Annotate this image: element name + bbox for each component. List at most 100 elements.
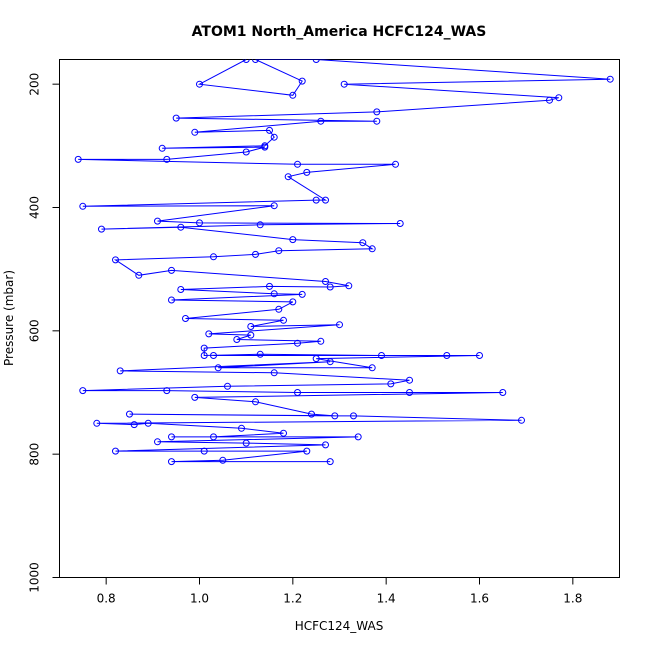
- data-point: [378, 352, 385, 359]
- data-point: [340, 80, 348, 88]
- data-point: [74, 155, 82, 163]
- data-point: [322, 196, 329, 204]
- x-tick-label: 1.2: [283, 592, 302, 606]
- data-point: [298, 77, 306, 85]
- data-point: [210, 433, 217, 441]
- data-point: [443, 352, 451, 359]
- data-point: [289, 298, 297, 306]
- data-point: [303, 447, 311, 455]
- data-point: [196, 80, 203, 88]
- y-tick-label: 200: [28, 73, 42, 96]
- x-axis: 0.8 1.0 1.2 1.4 1.6 1.8: [97, 577, 582, 606]
- data-point: [219, 456, 227, 464]
- data-point: [98, 225, 105, 233]
- data-point: [130, 421, 138, 429]
- data-point: [168, 266, 175, 274]
- data-point: [280, 316, 287, 324]
- data-point: [210, 352, 217, 359]
- data-point: [392, 160, 399, 168]
- data-point: [294, 339, 301, 347]
- data-point: [191, 128, 199, 136]
- data-point: [158, 144, 166, 152]
- x-tick-label: 1.8: [563, 592, 582, 606]
- data-point: [112, 447, 119, 455]
- data-point: [270, 202, 278, 210]
- data-point: [252, 59, 259, 63]
- data-point: [312, 59, 320, 63]
- data-point: [196, 219, 203, 227]
- data-point: [350, 412, 357, 420]
- data-point: [336, 321, 343, 329]
- data-point: [289, 236, 297, 244]
- y-tick-label: 400: [28, 196, 42, 219]
- data-point: [368, 364, 376, 372]
- y-tick-label: 800: [28, 443, 42, 466]
- data-point: [555, 94, 563, 102]
- data-point: [79, 387, 87, 395]
- data-point: [247, 323, 255, 330]
- x-tick-label: 1.6: [470, 592, 489, 606]
- data-point: [135, 271, 143, 279]
- data-point: [144, 419, 152, 427]
- y-axis-label: Pressure (mbar): [2, 270, 16, 366]
- data-point: [177, 223, 185, 231]
- data-point: [499, 389, 507, 396]
- data-point: [294, 389, 301, 396]
- data-point: [373, 117, 381, 125]
- data-point: [182, 315, 189, 322]
- data-point: [289, 91, 297, 99]
- data-point: [247, 331, 255, 339]
- data-point: [317, 337, 325, 345]
- data-point: [322, 278, 329, 285]
- x-tick-label: 1.0: [190, 592, 209, 606]
- data-point: [168, 433, 175, 441]
- data-point: [200, 344, 208, 352]
- data-point: [168, 296, 175, 304]
- data-point: [205, 330, 213, 338]
- data-point: [93, 419, 101, 427]
- data-point: [546, 96, 553, 104]
- data-point: [387, 380, 395, 388]
- plot-frame: [59, 59, 620, 578]
- data-point: [322, 441, 329, 449]
- data-point: [242, 439, 250, 447]
- data-point: [308, 410, 315, 418]
- data-point: [298, 290, 306, 298]
- chart-title: ATOM1 North_America HCFC124_WAS: [192, 24, 487, 40]
- data-point: [373, 108, 381, 116]
- data-point: [476, 352, 483, 359]
- data-point: [177, 286, 185, 293]
- data-point: [368, 245, 376, 253]
- data-point: [200, 352, 208, 359]
- data-point: [214, 364, 222, 372]
- data-point: [294, 160, 301, 168]
- data-point: [326, 358, 334, 366]
- data-point: [303, 168, 311, 176]
- data-point: [256, 350, 264, 358]
- data-point: [317, 117, 325, 125]
- data-point: [359, 239, 367, 247]
- data-point: [242, 59, 250, 63]
- data-point: [172, 114, 180, 122]
- y-tick-label: 600: [28, 319, 42, 342]
- data-point: [210, 253, 217, 261]
- data-point: [406, 376, 413, 384]
- x-tick-label: 0.8: [97, 592, 116, 606]
- data-point: [126, 410, 133, 418]
- data-point: [256, 221, 264, 229]
- y-tick-label: 1000: [28, 562, 42, 593]
- data-point: [331, 412, 339, 420]
- data-point: [163, 155, 171, 163]
- data-point: [354, 433, 362, 441]
- data-point: [261, 143, 269, 151]
- data-point: [312, 355, 320, 363]
- data-point: [345, 282, 353, 290]
- data-point: [275, 247, 283, 255]
- data-point: [168, 458, 175, 466]
- data-point: [326, 283, 334, 291]
- data-point: [233, 336, 241, 343]
- data-point: [252, 250, 259, 258]
- data-point: [270, 369, 278, 377]
- y-axis: 200 400 600 800 1000: [28, 73, 60, 593]
